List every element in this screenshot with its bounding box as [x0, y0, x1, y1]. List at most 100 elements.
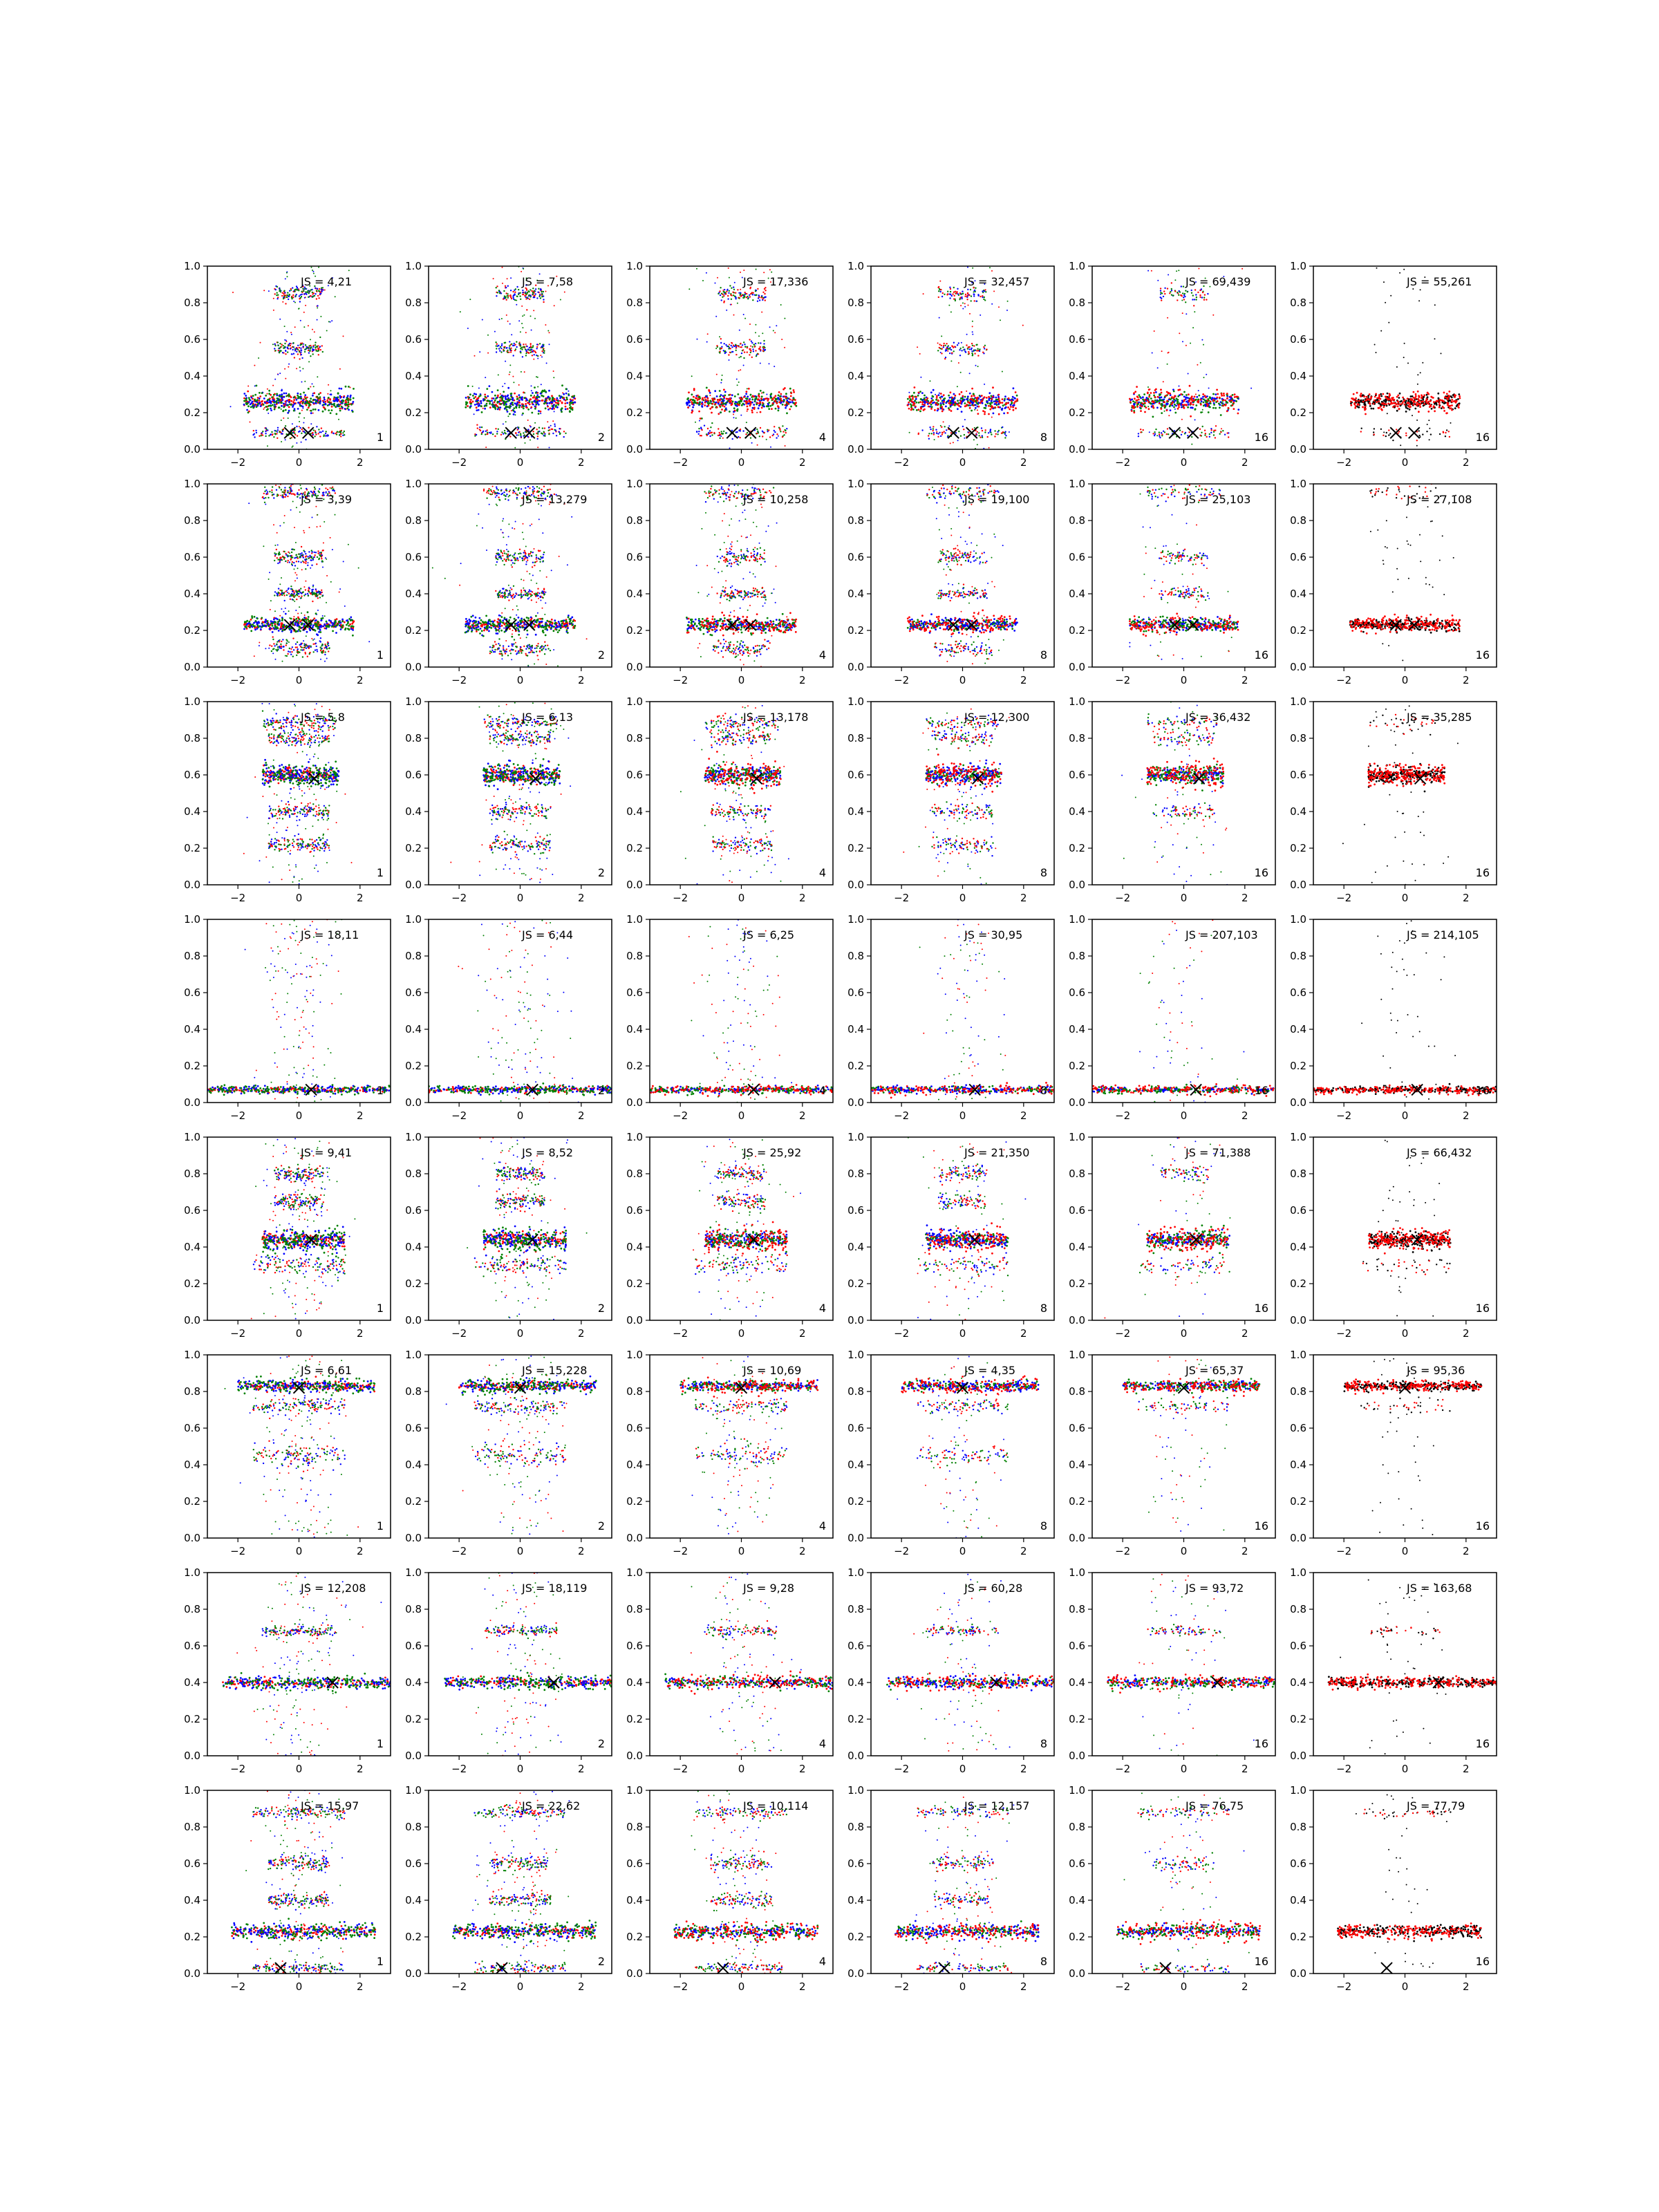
- point-blue: [733, 417, 735, 419]
- point-red: [955, 292, 957, 294]
- point-blue: [300, 353, 302, 356]
- point-red: [1434, 410, 1436, 413]
- point-red: [731, 303, 732, 306]
- point-green: [772, 330, 774, 332]
- point-blue: [1187, 373, 1189, 375]
- point-red: [1152, 401, 1155, 404]
- point-blue: [546, 402, 549, 404]
- point-red: [763, 431, 766, 434]
- point-red: [317, 348, 319, 350]
- point-red: [980, 395, 983, 397]
- point-green: [352, 397, 355, 400]
- y-tick-label: 0.4: [1290, 370, 1306, 382]
- point-red: [741, 294, 743, 297]
- point-green: [330, 390, 332, 392]
- point-green: [754, 290, 757, 292]
- point-blue: [530, 407, 532, 409]
- point-red: [301, 428, 303, 431]
- point-green: [529, 289, 532, 291]
- point-blue: [987, 432, 990, 434]
- point-red: [319, 348, 321, 351]
- point-red: [948, 409, 950, 411]
- point-blue: [296, 350, 298, 353]
- point-blue: [332, 277, 334, 279]
- point-green: [525, 355, 527, 357]
- point-green: [1166, 363, 1168, 365]
- point-red: [1216, 400, 1219, 402]
- point-green: [1160, 400, 1163, 402]
- point-green: [267, 445, 268, 447]
- point-blue: [530, 329, 532, 331]
- point-green: [526, 292, 529, 294]
- point-green: [1219, 433, 1221, 435]
- point-blue: [939, 435, 942, 438]
- point-green: [310, 266, 312, 268]
- point-green: [309, 349, 311, 351]
- point-blue: [555, 435, 558, 437]
- point-red: [691, 402, 694, 405]
- point-red: [1401, 402, 1404, 404]
- point-blue: [1001, 407, 1004, 410]
- point-red: [906, 404, 909, 406]
- point-red: [1395, 403, 1398, 406]
- point-red: [745, 433, 747, 435]
- point-red: [563, 431, 565, 433]
- point-green: [559, 433, 561, 435]
- point-red: [719, 350, 721, 353]
- point-red: [536, 435, 539, 438]
- point-green: [973, 439, 975, 441]
- point-blue: [734, 404, 737, 406]
- point-green: [924, 394, 926, 397]
- point-red: [964, 293, 967, 296]
- point-red: [261, 496, 263, 498]
- point-blue: [509, 341, 511, 343]
- point-blue: [926, 403, 929, 405]
- point-red: [313, 392, 316, 395]
- point-blue: [966, 333, 968, 335]
- point-blue: [720, 382, 722, 384]
- point-red: [1393, 399, 1396, 401]
- point-red: [1148, 395, 1151, 398]
- point-green: [758, 335, 760, 337]
- point-red: [562, 392, 564, 394]
- point-red: [1007, 406, 1009, 409]
- point-green: [514, 414, 516, 416]
- point-green: [487, 431, 489, 433]
- corner-label: 4: [819, 431, 826, 444]
- y-tick-label: 0.4: [184, 370, 200, 382]
- point-blue: [295, 285, 298, 288]
- point-blue: [276, 431, 279, 433]
- point-green: [319, 336, 321, 339]
- point-green: [939, 396, 941, 399]
- point-green: [1231, 394, 1234, 396]
- point-green: [288, 396, 290, 397]
- point-blue: [961, 296, 963, 299]
- point-green: [566, 398, 568, 401]
- point-blue: [1184, 295, 1186, 298]
- point-blue: [310, 412, 312, 415]
- point-green: [534, 386, 536, 388]
- point-green: [298, 290, 300, 292]
- x-marker: [302, 427, 315, 439]
- point-green: [303, 391, 305, 394]
- point-red: [1160, 388, 1162, 391]
- point-green: [1194, 408, 1197, 411]
- point-green: [324, 409, 326, 411]
- point-green: [738, 381, 740, 383]
- point-green: [336, 431, 339, 433]
- point-red: [1130, 410, 1133, 412]
- point-green: [959, 435, 962, 437]
- point-red: [552, 420, 554, 422]
- point-green: [1209, 285, 1211, 288]
- point-green: [1138, 394, 1141, 396]
- point-green: [735, 417, 737, 419]
- point-red: [910, 400, 912, 402]
- point-green: [1176, 400, 1179, 402]
- point-green: [469, 299, 471, 301]
- point-red: [328, 384, 330, 386]
- point-red: [547, 421, 549, 423]
- point-red: [1412, 403, 1415, 406]
- point-green: [523, 432, 525, 434]
- point-blue: [981, 435, 984, 437]
- point-red: [696, 399, 699, 401]
